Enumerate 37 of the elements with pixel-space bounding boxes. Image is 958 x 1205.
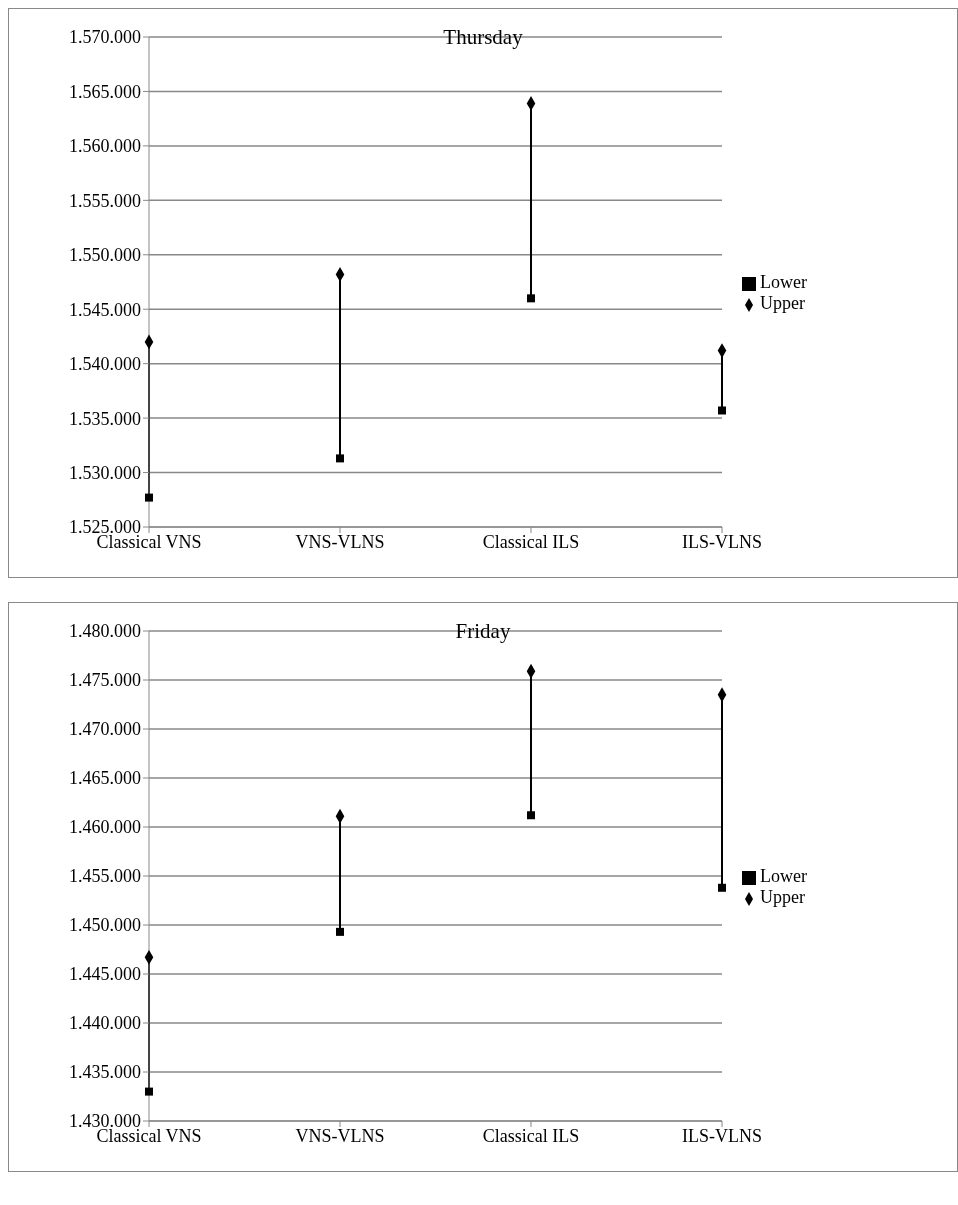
y-tick-label: 1.545.000 xyxy=(69,299,141,320)
chart-title: Friday xyxy=(455,619,511,643)
x-tick-label: ILS-VLNS xyxy=(682,1125,763,1146)
y-tick-label: 1.565.000 xyxy=(69,81,141,102)
y-tick-label: 1.445.000 xyxy=(69,964,141,985)
point xyxy=(527,811,536,820)
x-tick-label: Classical ILS xyxy=(482,1125,580,1146)
y-tick-label: 1.450.000 xyxy=(69,915,141,936)
point xyxy=(527,294,536,303)
y-tick-label: 1.455.000 xyxy=(69,866,141,887)
y-tick-label: 1.560.000 xyxy=(69,136,141,157)
x-tick-label: VNS-VLNS xyxy=(295,531,385,552)
point xyxy=(718,406,727,415)
legend-label: Lower xyxy=(760,272,807,292)
y-tick-label: 1.570.000 xyxy=(69,27,141,48)
legend-label: Upper xyxy=(760,293,805,313)
y-tick-label: 1.475.000 xyxy=(69,670,141,691)
chart-title: Thursday xyxy=(443,25,523,49)
point xyxy=(336,454,345,463)
x-tick-label: VNS-VLNS xyxy=(295,1125,385,1146)
y-tick-label: 1.460.000 xyxy=(69,817,141,838)
legend-label: Lower xyxy=(760,866,807,886)
y-tick-label: 1.540.000 xyxy=(69,354,141,375)
y-tick-label: 1.550.000 xyxy=(69,245,141,266)
y-tick-label: 1.435.000 xyxy=(69,1062,141,1083)
y-tick-label: 1.465.000 xyxy=(69,768,141,789)
point xyxy=(718,883,727,892)
y-tick-label: 1.530.000 xyxy=(69,462,141,483)
y-tick-label: 1.535.000 xyxy=(69,408,141,429)
x-tick-label: ILS-VLNS xyxy=(682,531,763,552)
y-tick-label: 1.470.000 xyxy=(69,719,141,740)
legend-label: Upper xyxy=(760,887,805,907)
y-tick-label: 1.555.000 xyxy=(69,190,141,211)
point xyxy=(336,927,345,936)
y-tick-label: 1.440.000 xyxy=(69,1013,141,1034)
y-tick-label: 1.480.000 xyxy=(69,621,141,642)
x-tick-label: Classical ILS xyxy=(482,531,580,552)
